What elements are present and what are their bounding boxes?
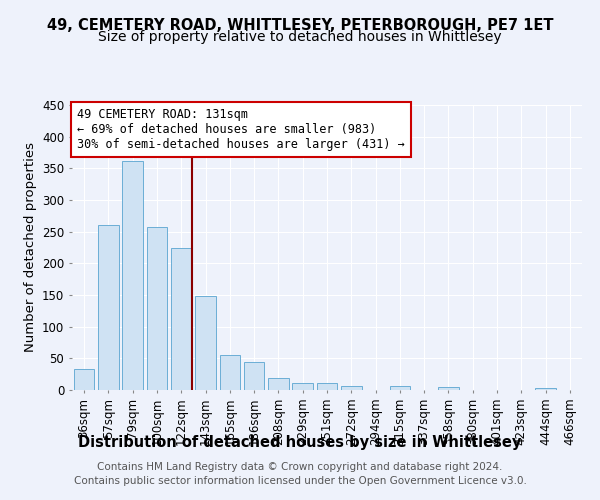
- Bar: [341, 386, 362, 390]
- Y-axis label: Number of detached properties: Number of detached properties: [23, 142, 37, 352]
- Bar: [389, 386, 410, 390]
- Bar: [98, 226, 119, 390]
- Bar: [220, 355, 240, 390]
- Bar: [195, 296, 216, 390]
- Text: Contains public sector information licensed under the Open Government Licence v3: Contains public sector information licen…: [74, 476, 526, 486]
- Bar: [244, 362, 265, 390]
- Text: Size of property relative to detached houses in Whittlesey: Size of property relative to detached ho…: [98, 30, 502, 44]
- Bar: [122, 160, 143, 390]
- Bar: [535, 388, 556, 390]
- Text: 49 CEMETERY ROAD: 131sqm
← 69% of detached houses are smaller (983)
30% of semi-: 49 CEMETERY ROAD: 131sqm ← 69% of detach…: [77, 108, 405, 151]
- Text: Contains HM Land Registry data © Crown copyright and database right 2024.: Contains HM Land Registry data © Crown c…: [97, 462, 503, 472]
- Text: 49, CEMETERY ROAD, WHITTLESEY, PETERBOROUGH, PE7 1ET: 49, CEMETERY ROAD, WHITTLESEY, PETERBORO…: [47, 18, 553, 32]
- Bar: [268, 378, 289, 390]
- Text: Distribution of detached houses by size in Whittlesey: Distribution of detached houses by size …: [79, 435, 521, 450]
- Bar: [74, 369, 94, 390]
- Bar: [438, 388, 459, 390]
- Bar: [146, 227, 167, 390]
- Bar: [171, 248, 191, 390]
- Bar: [317, 383, 337, 390]
- Bar: [292, 383, 313, 390]
